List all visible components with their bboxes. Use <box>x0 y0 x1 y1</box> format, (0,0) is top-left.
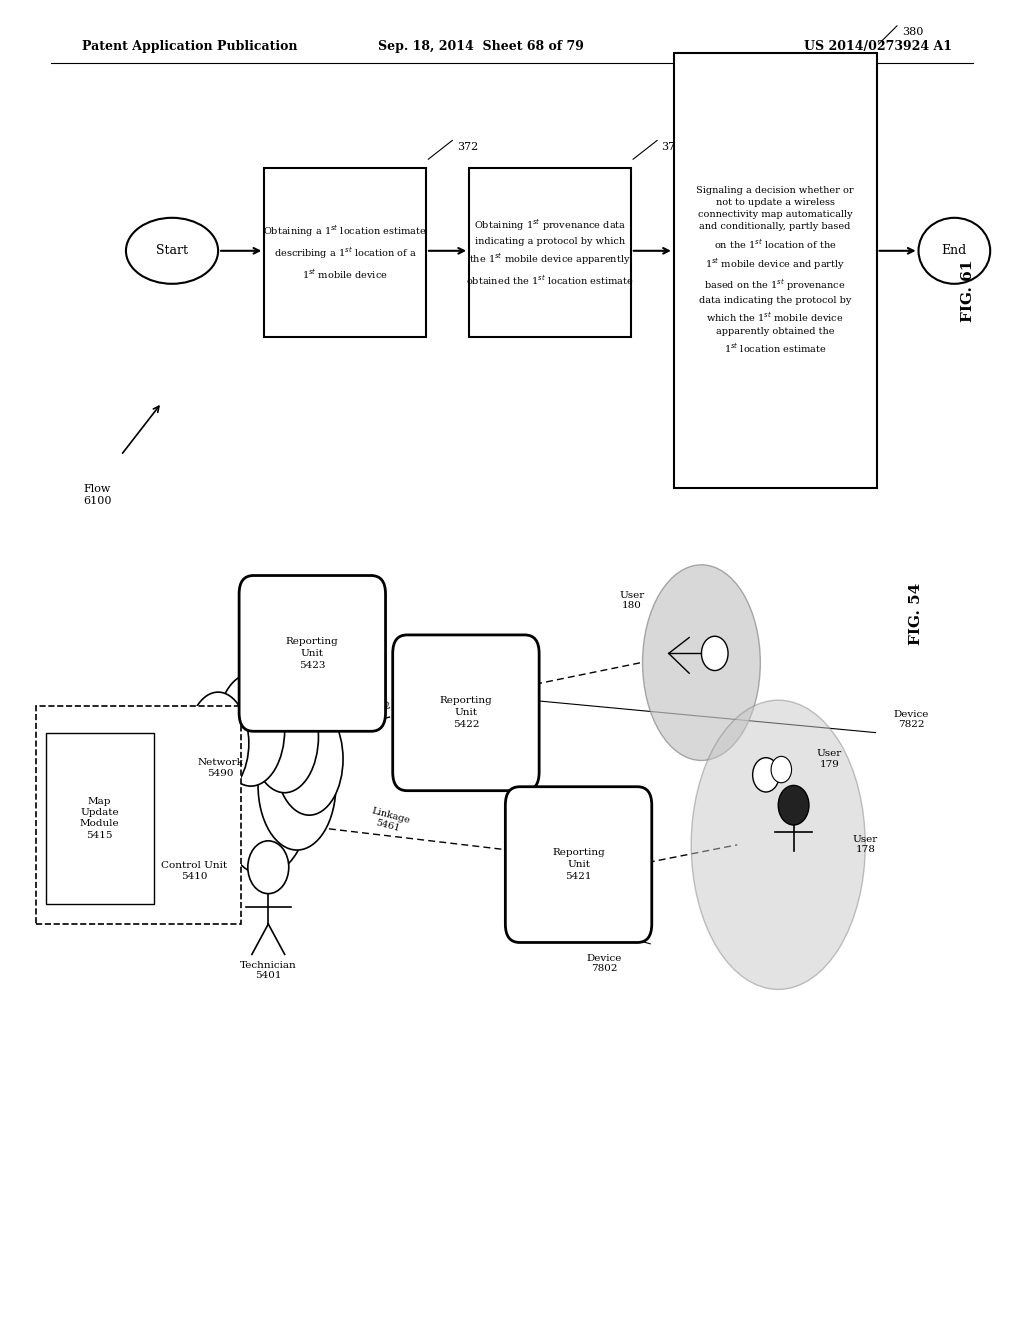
Text: US 2014/0273924 A1: US 2014/0273924 A1 <box>804 40 952 53</box>
Text: FIG. 54: FIG. 54 <box>909 582 924 645</box>
Text: User
178: User 178 <box>853 836 878 854</box>
FancyBboxPatch shape <box>36 706 241 924</box>
FancyBboxPatch shape <box>469 168 631 337</box>
Ellipse shape <box>691 700 865 990</box>
Text: Reporting
Unit
5422: Reporting Unit 5422 <box>439 696 493 730</box>
Text: Reporting
Unit
5423: Reporting Unit 5423 <box>286 636 339 671</box>
Text: 380: 380 <box>902 26 924 37</box>
Ellipse shape <box>251 680 318 793</box>
Ellipse shape <box>174 725 231 820</box>
Text: Technician
5401: Technician 5401 <box>240 961 297 979</box>
Text: Obtaining a 1$^{st}$ location estimate
describing a 1$^{st}$ location of a
1$^{s: Obtaining a 1$^{st}$ location estimate d… <box>263 223 427 281</box>
Ellipse shape <box>191 721 269 850</box>
Circle shape <box>753 758 779 792</box>
Text: End: End <box>942 244 967 257</box>
Text: Device
7802: Device 7802 <box>587 954 622 973</box>
Text: Patent Application Publication: Patent Application Publication <box>82 40 297 53</box>
Circle shape <box>701 636 728 671</box>
Text: Device
7822: Device 7822 <box>894 710 929 729</box>
Text: Network
5490: Network 5490 <box>198 758 243 779</box>
Text: 5462: 5462 <box>366 701 392 714</box>
Text: User
180: User 180 <box>620 591 644 610</box>
Text: Obtaining 1$^{st}$ provenance data
indicating a protocol by which
the 1$^{st}$ m: Obtaining 1$^{st}$ provenance data indic… <box>466 218 634 286</box>
Text: 375: 375 <box>662 141 683 152</box>
Text: Sep. 18, 2014  Sheet 68 of 79: Sep. 18, 2014 Sheet 68 of 79 <box>378 40 585 53</box>
Ellipse shape <box>643 565 760 760</box>
Text: Linkage
5461: Linkage 5461 <box>368 807 411 836</box>
Ellipse shape <box>217 673 285 787</box>
FancyBboxPatch shape <box>505 787 651 942</box>
Circle shape <box>778 785 809 825</box>
Circle shape <box>248 841 289 894</box>
FancyBboxPatch shape <box>264 168 426 337</box>
Text: Map
Update
Module
5415: Map Update Module 5415 <box>80 797 119 840</box>
Text: Signaling a decision whether or
not to update a wireless
connectivity map automa: Signaling a decision whether or not to u… <box>696 186 854 355</box>
Text: Control Unit
5410: Control Unit 5410 <box>162 861 227 882</box>
Text: FIG. 61: FIG. 61 <box>961 259 975 322</box>
Text: Start: Start <box>156 244 188 257</box>
FancyBboxPatch shape <box>46 733 154 904</box>
Ellipse shape <box>258 721 336 850</box>
Ellipse shape <box>275 702 343 816</box>
FancyBboxPatch shape <box>674 53 877 488</box>
Text: Flow
6100: Flow 6100 <box>83 484 112 506</box>
Ellipse shape <box>187 692 249 795</box>
FancyBboxPatch shape <box>393 635 539 791</box>
Ellipse shape <box>218 722 310 875</box>
Text: 372: 372 <box>457 141 478 152</box>
Text: Linkage
5463: Linkage 5463 <box>254 657 293 702</box>
Text: User
179: User 179 <box>817 750 842 768</box>
FancyBboxPatch shape <box>239 576 385 731</box>
Text: Reporting
Unit
5421: Reporting Unit 5421 <box>552 847 605 882</box>
Circle shape <box>771 756 792 783</box>
